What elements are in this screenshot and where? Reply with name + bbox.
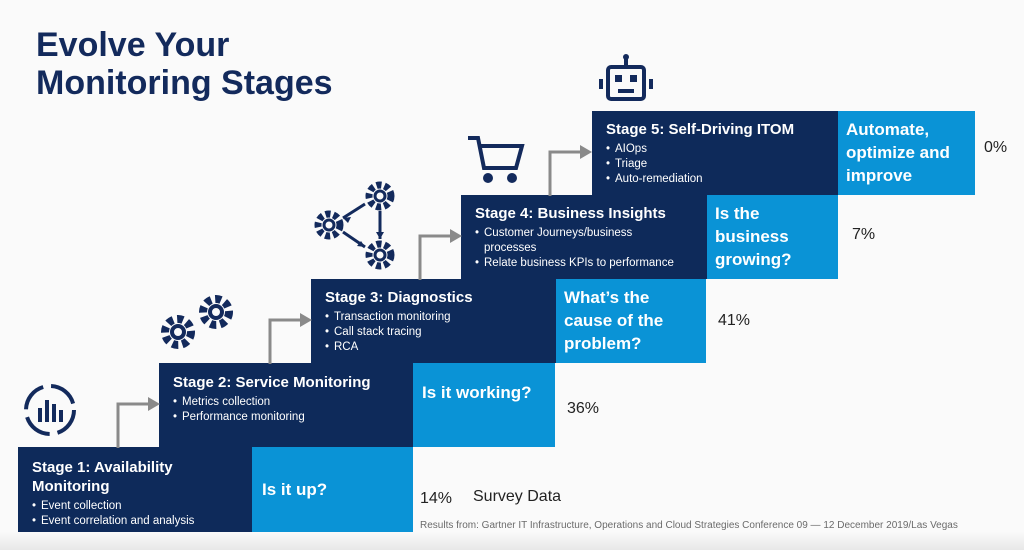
stage-5-title: Stage 5: Self-Driving ITOM <box>606 121 795 138</box>
title-line-2: Monitoring Stages <box>36 64 333 102</box>
page-title: Evolve Your Monitoring Stages <box>36 26 333 102</box>
footnote: Results from: Gartner IT Infrastructure,… <box>420 520 958 531</box>
stage-1-percent: 14% <box>420 490 453 507</box>
stage-1-bullet: Event collection <box>32 499 238 514</box>
stage-2-percent: 36% <box>567 400 600 417</box>
stage-1-to-2-arrow <box>116 397 160 448</box>
stage-4-percent: 7% <box>852 226 876 243</box>
stage-5-bullet: AIOps <box>606 142 824 157</box>
stage-5-question: Automate, optimize and improve <box>838 111 975 195</box>
stage-1-box: Stage 1: Availability Monitoring Event c… <box>18 447 252 532</box>
shopping-cart-icon <box>468 136 525 183</box>
stage-3-question: What’s the cause of the problem? <box>556 279 706 363</box>
stage-3-bullets: Transaction monitoring Call stack tracin… <box>325 310 542 355</box>
stage-5-box: Stage 5: Self-Driving ITOM AIOps Triage … <box>592 111 838 195</box>
stage-1-bullet: Event correlation and analysis <box>32 514 238 529</box>
stage-4-to-5-arrow <box>548 145 592 196</box>
stage-5-bullet: Triage <box>606 157 824 172</box>
stage-4-box: Stage 4: Business Insights Customer Jour… <box>461 195 707 279</box>
stage-3-bullet: Call stack tracing <box>325 325 542 340</box>
stage-4-bullets: Customer Journeys/business processes Rel… <box>475 226 693 271</box>
gears-icon <box>161 295 233 349</box>
stage-1-title: Stage 1: Availability Monitoring <box>32 459 173 495</box>
stage-5-percent: 0% <box>984 139 1008 156</box>
stage-4-question: Is the business growing? <box>707 195 838 279</box>
stage-2-bullets: Metrics collection Performance monitorin… <box>173 395 399 425</box>
bottom-shadow <box>0 532 1024 550</box>
gear-network-icon <box>314 181 395 270</box>
stage-5-bullets: AIOps Triage Auto-remediation <box>606 142 824 187</box>
stage-3-bullet: Transaction monitoring <box>325 310 542 325</box>
stage-5-bullet: Auto-remediation <box>606 172 824 187</box>
stage-2-title: Stage 2: Service Monitoring <box>173 374 371 391</box>
stage-2-bullet: Metrics collection <box>173 395 399 410</box>
stage-4-title: Stage 4: Business Insights <box>475 205 666 222</box>
title-line-1: Evolve Your <box>36 26 230 64</box>
stage-2-to-3-arrow <box>268 313 312 364</box>
stage-3-bullet: RCA <box>325 340 542 355</box>
stage-3-percent: 41% <box>718 312 751 329</box>
stage-1-bullets: Event collection Event correlation and a… <box>32 499 238 529</box>
robot-icon <box>599 54 653 101</box>
stage-4-bullet: Customer Journeys/business processes <box>475 226 669 256</box>
stage-2-question: Is it working? <box>413 363 555 447</box>
stage-3-to-4-arrow <box>418 229 462 280</box>
stage-4-bullet: Relate business KPIs to performance <box>475 256 693 271</box>
stage-2-bullet: Performance monitoring <box>173 410 399 425</box>
stage-2-box: Stage 2: Service Monitoring Metrics coll… <box>159 363 413 447</box>
stage-3-box: Stage 3: Diagnostics Transaction monitor… <box>311 279 556 363</box>
survey-label: Survey Data <box>473 488 562 505</box>
stage-3-title: Stage 3: Diagnostics <box>325 289 473 306</box>
chart-dial-icon <box>24 384 76 436</box>
stage-1-question: Is it up? <box>252 447 413 532</box>
